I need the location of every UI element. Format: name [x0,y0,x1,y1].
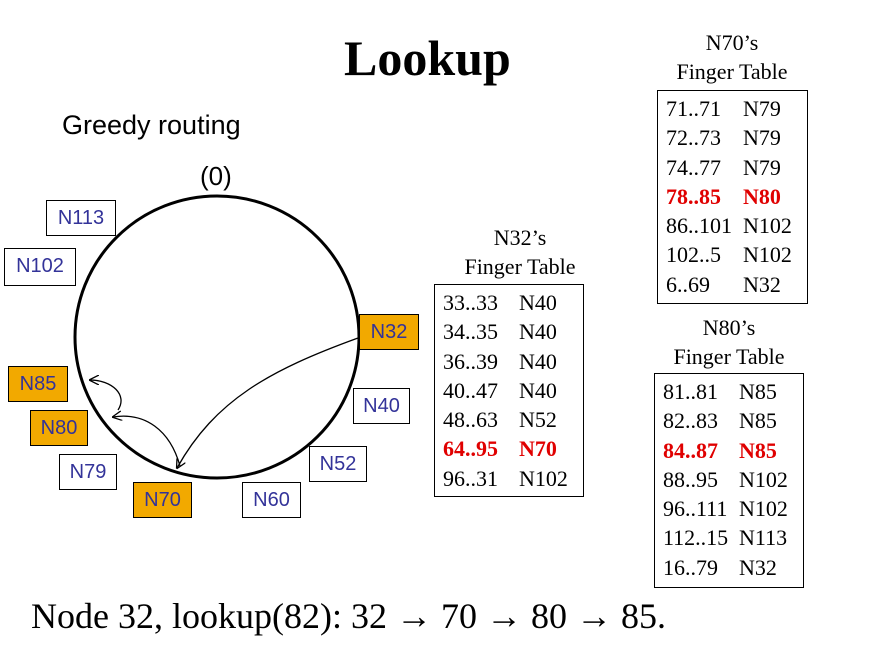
node-n79: N79 [59,454,117,490]
lookup-arrow-80-to-85 [90,380,122,411]
node-n70: N70 [133,482,192,518]
n32-title-line2: Finger Table [464,254,576,279]
finger-row-highlighted: 78..85 N80 [666,183,781,209]
node-n60: N60 [242,482,301,518]
node-n40: N40 [353,388,410,424]
finger-row: 82..83 N85 [663,408,777,434]
node-n32: N32 [359,314,419,350]
finger-row: 86..101 N102 [666,213,792,239]
n70-finger-table-title: N70’s Finger Table [652,28,812,86]
n32-title-line1: N32’s [493,225,547,250]
n32-finger-table: 33..33 N40 34..35 N40 36..39 N40 40..47 N40 … [434,284,584,497]
n80-finger-table: 81..81 N85 82..83 N85 84..87 N85 88..95 N102… [654,373,804,588]
finger-row-highlighted: 64..95 N70 [443,436,557,462]
slide-title: Lookup [344,30,511,86]
finger-row: 16..79 N32 [663,554,777,580]
finger-row: 112..15 N113 [663,525,788,551]
n70-finger-table: 71..71 N79 72..73 N79 74..77 N79 78..85 N80 … [657,90,808,304]
node-n80: N80 [30,410,88,446]
finger-row: 6..69 N32 [666,271,781,297]
n80-finger-table-title: N80’s Finger Table [649,313,809,371]
node-n52: N52 [309,446,367,482]
node-n113: N113 [46,200,116,236]
lookup-path-caption: Node 32, lookup(82): 32 → 70 → 80 → 85. [31,596,666,636]
ring-origin-label: (0) [200,161,232,191]
n70-title-line1: N70’s [705,30,759,55]
finger-row: 40..47 N40 [443,377,557,403]
n70-title-line2: Finger Table [676,59,788,84]
finger-row: 81..81 N85 [663,379,777,404]
finger-row: 96..111 N102 [663,496,788,522]
node-n102: N102 [4,248,76,286]
finger-row: 88..95 N102 [663,466,788,492]
finger-row: 96..31 N102 [443,465,568,491]
lookup-arrow-32-to-70 [177,337,359,468]
n80-title-line2: Finger Table [673,344,785,369]
subtitle: Greedy routing [62,110,241,140]
n80-title-line1: N80’s [702,315,756,340]
finger-row: 48..63 N52 [443,407,557,433]
node-n85: N85 [8,366,68,402]
finger-row: 74..77 N79 [666,154,781,180]
finger-row: 36..39 N40 [443,348,557,374]
n32-finger-table-title: N32’s Finger Table [440,223,600,281]
finger-row: 72..73 N79 [666,125,781,151]
chord-ring [73,194,361,480]
finger-row: 34..35 N40 [443,319,557,345]
finger-row: 102..5 N102 [666,242,792,268]
finger-row: 33..33 N40 [443,290,557,315]
finger-row-highlighted: 84..87 N85 [663,437,777,463]
lookup-arrow-70-to-80 [113,416,181,467]
finger-row: 71..71 N79 [666,96,781,121]
